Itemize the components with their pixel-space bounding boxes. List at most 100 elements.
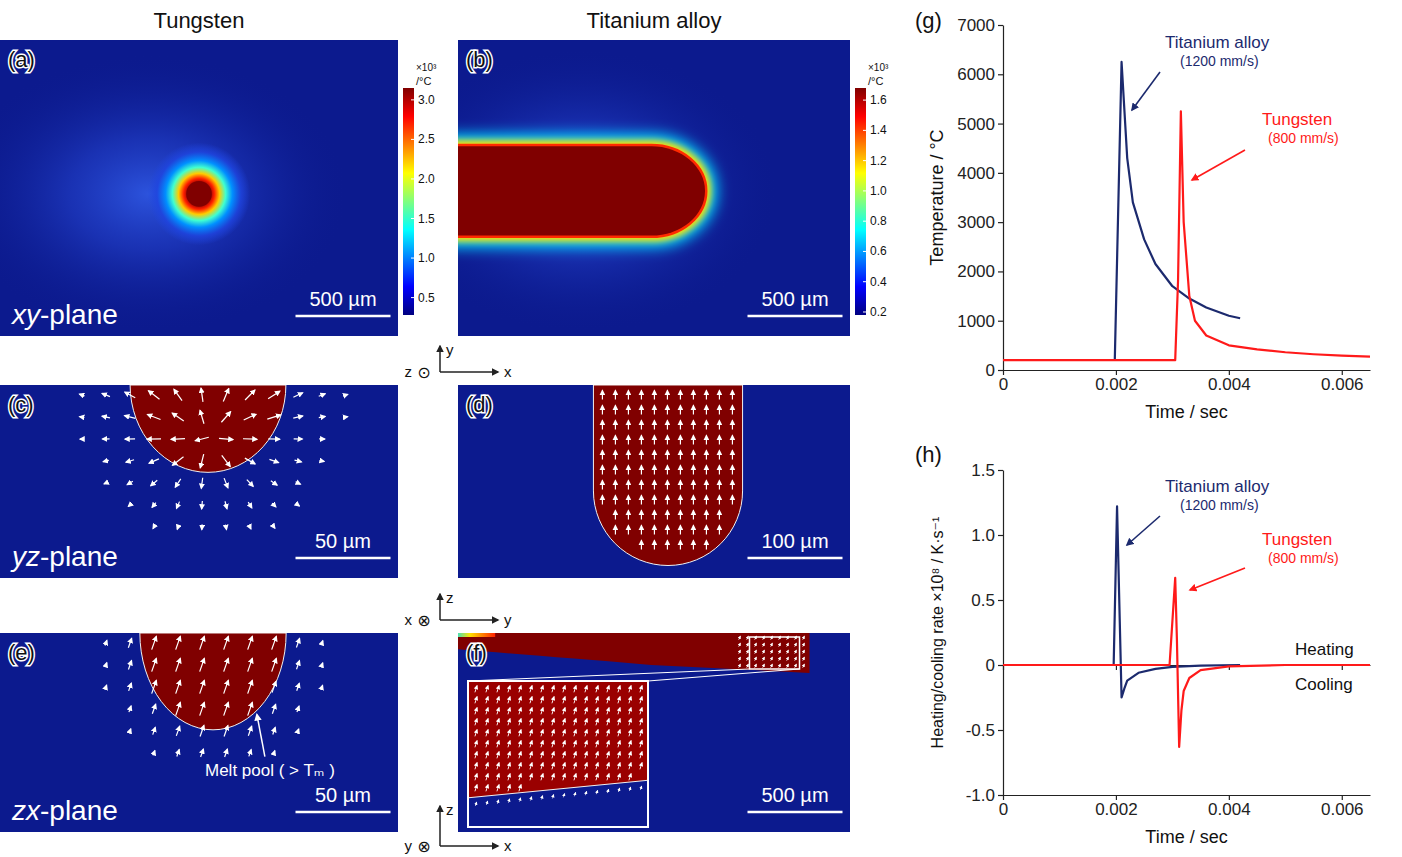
velocity-arrow bbox=[574, 686, 576, 693]
tick: 3000 bbox=[957, 213, 1003, 232]
tick-mark bbox=[998, 123, 1003, 124]
velocity-arrow bbox=[640, 686, 642, 693]
velocity-arrow bbox=[654, 541, 655, 550]
velocity-arrow bbox=[771, 643, 773, 647]
tick-mark bbox=[998, 271, 1003, 272]
velocity-arrow bbox=[596, 752, 598, 759]
velocity-arrow bbox=[486, 719, 488, 726]
velocity-arrow bbox=[125, 392, 135, 398]
velocity-arrow bbox=[763, 664, 765, 668]
triad-symbol: ⊗ bbox=[417, 838, 430, 855]
y-axis: 01000200030004000500060007000 bbox=[957, 16, 1003, 380]
velocity-arrow bbox=[629, 730, 631, 737]
velocity-arrow bbox=[552, 795, 553, 799]
velocity-arrow bbox=[152, 636, 157, 649]
velocity-arrow bbox=[641, 481, 642, 490]
melt-pool bbox=[458, 146, 705, 235]
velocity-arrow bbox=[615, 526, 616, 535]
triad-symbol: ⊗ bbox=[417, 612, 430, 629]
velocity-arrow bbox=[596, 708, 598, 715]
velocity-arrow bbox=[667, 481, 668, 490]
triad-label: z bbox=[405, 363, 413, 380]
velocity-arrow bbox=[795, 650, 797, 654]
velocity-arrow bbox=[706, 451, 707, 460]
plane-label: xy-plane bbox=[10, 299, 118, 330]
velocity-arrow bbox=[152, 704, 155, 714]
label-arrow bbox=[1132, 72, 1160, 110]
scale-bar bbox=[748, 557, 843, 560]
velocity-arrow bbox=[719, 451, 720, 460]
velocity-arrow bbox=[706, 436, 707, 445]
velocity-arrow bbox=[475, 763, 477, 770]
field-panel: 500 µm(f) bbox=[453, 633, 850, 832]
velocity-arrow bbox=[249, 750, 251, 757]
velocity-arrow bbox=[200, 680, 205, 693]
field-panel: 100 µm(d) bbox=[458, 385, 850, 578]
tick: 0 bbox=[986, 656, 1003, 675]
tick-label: 0.004 bbox=[1208, 800, 1251, 819]
velocity-arrow bbox=[486, 763, 488, 770]
triad-symbol: ⊙ bbox=[417, 364, 430, 381]
axis-line bbox=[1004, 370, 1371, 371]
velocity-arrow bbox=[693, 466, 694, 475]
velocity-arrow bbox=[552, 763, 554, 770]
series-line bbox=[1003, 578, 1370, 747]
triad-arrow bbox=[439, 594, 441, 620]
velocity-arrow bbox=[602, 481, 603, 490]
scale-bar-label: 500 µm bbox=[761, 288, 828, 310]
velocity-arrow bbox=[628, 511, 629, 520]
velocity-arrow bbox=[693, 406, 694, 415]
velocity-arrow bbox=[530, 719, 532, 726]
velocity-arrow bbox=[552, 697, 554, 704]
velocity-arrow bbox=[174, 389, 182, 400]
velocity-arrow bbox=[294, 438, 303, 439]
x-axis: 00.0020.0040.006 bbox=[999, 795, 1371, 819]
tick-mark bbox=[998, 470, 1003, 471]
plane-label: zx-plane bbox=[11, 795, 118, 826]
velocity-arrow bbox=[530, 730, 532, 737]
velocity-arrow bbox=[732, 436, 733, 445]
velocity-arrow bbox=[739, 636, 741, 640]
velocity-arrow bbox=[272, 681, 276, 692]
velocity-arrow bbox=[541, 686, 543, 693]
velocity-arrow bbox=[779, 657, 781, 661]
tick-label: 0 bbox=[999, 800, 1008, 819]
velocity-arrow bbox=[654, 436, 655, 445]
velocity-arrow bbox=[248, 658, 253, 671]
axis-triad: zx⊗y bbox=[405, 801, 513, 855]
velocity-arrow bbox=[629, 708, 631, 715]
triad-label: y bbox=[504, 611, 512, 628]
velocity-arrow bbox=[176, 502, 179, 509]
tick: 0.002 bbox=[1095, 795, 1138, 819]
velocity-arrow bbox=[541, 708, 543, 715]
velocity-arrow bbox=[602, 391, 603, 400]
velocity-arrow bbox=[771, 650, 773, 654]
velocity-arrow bbox=[585, 774, 587, 781]
field-body bbox=[0, 385, 398, 578]
velocity-arrow bbox=[297, 706, 299, 712]
series-label: Tungsten bbox=[1262, 110, 1332, 129]
velocity-arrow bbox=[171, 438, 185, 440]
axis-line bbox=[1003, 471, 1004, 796]
velocity-arrow bbox=[607, 730, 609, 737]
field-body bbox=[0, 633, 398, 832]
velocity-arrow bbox=[602, 421, 603, 430]
tick-mark bbox=[998, 74, 1003, 75]
axis-triad: yx⊙z bbox=[405, 341, 513, 381]
velocity-arrow bbox=[654, 466, 655, 475]
velocity-arrow bbox=[148, 391, 159, 400]
velocity-arrow bbox=[706, 496, 707, 505]
axis-line bbox=[1004, 795, 1371, 796]
velocity-arrow bbox=[719, 421, 720, 430]
velocity-arrow bbox=[249, 525, 251, 529]
velocity-arrow bbox=[628, 436, 629, 445]
velocity-arrow bbox=[80, 438, 84, 439]
plane-label-part: -plane bbox=[40, 795, 118, 826]
series-note: (800 mm/s) bbox=[1268, 130, 1339, 146]
melt-pool bbox=[186, 181, 212, 207]
velocity-arrow bbox=[475, 741, 477, 748]
triad-arrow bbox=[440, 619, 498, 621]
velocity-arrow bbox=[105, 641, 107, 646]
velocity-arrow bbox=[602, 451, 603, 460]
velocity-arrow bbox=[654, 526, 655, 535]
